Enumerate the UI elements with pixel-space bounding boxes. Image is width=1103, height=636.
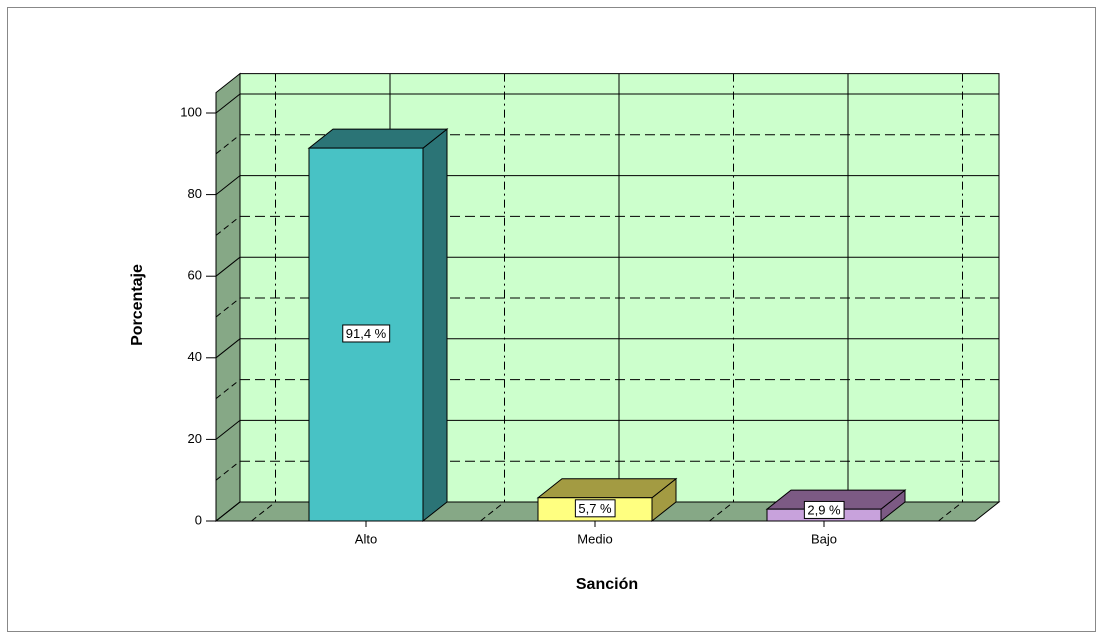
x-tick-label: Bajo xyxy=(811,531,837,546)
y-tick-label: 80 xyxy=(188,186,202,201)
wall-line xyxy=(215,256,241,277)
y-tick-label: 60 xyxy=(188,268,202,283)
wall-line-minor xyxy=(215,379,241,399)
value-label: 91,4 % xyxy=(346,326,387,341)
value-label-box xyxy=(574,499,616,518)
y-tick-label: 0 xyxy=(195,512,202,527)
y-axis-title: Porcentaje xyxy=(129,264,146,346)
floor-line xyxy=(251,501,276,522)
wall-line xyxy=(215,501,241,522)
wall-line xyxy=(215,175,241,195)
y-tick-label: 100 xyxy=(180,104,202,119)
bar-top xyxy=(307,128,449,149)
bar-top xyxy=(536,478,678,499)
value-label: 2,9 % xyxy=(807,502,841,517)
wall-line-minor xyxy=(215,460,241,481)
wall-line xyxy=(215,93,241,114)
wall-line-minor xyxy=(215,216,241,236)
left-wall xyxy=(215,72,241,523)
floor-line xyxy=(480,501,505,522)
wall-line-minor xyxy=(215,134,241,155)
wall-line-minor xyxy=(215,297,241,318)
floor-line xyxy=(709,501,734,522)
x-tick-label: Alto xyxy=(355,531,377,546)
y-tick-label: 20 xyxy=(188,431,202,446)
x-tick-label: Medio xyxy=(577,531,612,546)
value-label-box xyxy=(803,500,845,519)
wall-line xyxy=(215,338,241,359)
value-label: 5,7 % xyxy=(578,501,612,516)
wall-line xyxy=(215,420,241,440)
bar-side xyxy=(422,128,448,523)
y-tick-label: 40 xyxy=(188,349,202,364)
floor-line xyxy=(938,501,963,522)
x-axis-title: Sanción xyxy=(576,576,638,593)
value-label-box xyxy=(342,324,391,343)
